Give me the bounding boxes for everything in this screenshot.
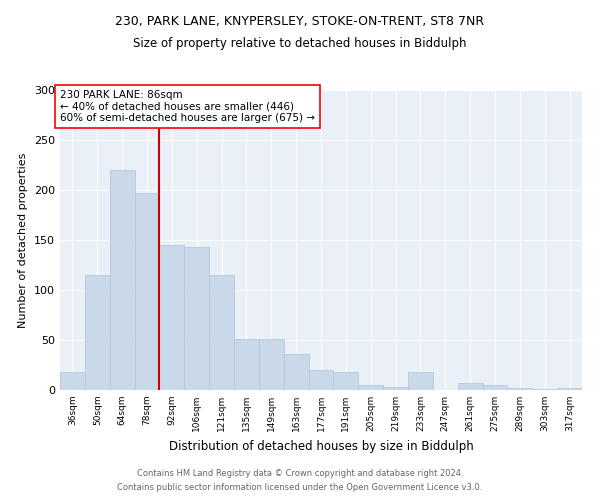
Bar xyxy=(508,388,532,390)
Text: Contains public sector information licensed under the Open Government Licence v3: Contains public sector information licen… xyxy=(118,484,482,492)
Bar xyxy=(234,339,259,390)
Text: 230 PARK LANE: 86sqm
← 40% of detached houses are smaller (446)
60% of semi-deta: 230 PARK LANE: 86sqm ← 40% of detached h… xyxy=(60,90,315,123)
Y-axis label: Number of detached properties: Number of detached properties xyxy=(19,152,28,328)
Text: Contains HM Land Registry data © Crown copyright and database right 2024.: Contains HM Land Registry data © Crown c… xyxy=(137,468,463,477)
Text: 230, PARK LANE, KNYPERSLEY, STOKE-ON-TRENT, ST8 7NR: 230, PARK LANE, KNYPERSLEY, STOKE-ON-TRE… xyxy=(115,15,485,28)
Bar xyxy=(358,385,383,390)
Bar xyxy=(60,372,85,390)
Bar xyxy=(85,275,110,390)
Bar xyxy=(458,383,482,390)
Bar xyxy=(209,275,234,390)
Bar xyxy=(110,170,134,390)
Text: Size of property relative to detached houses in Biddulph: Size of property relative to detached ho… xyxy=(133,38,467,51)
Bar xyxy=(482,385,508,390)
Bar xyxy=(160,245,184,390)
Bar xyxy=(334,372,358,390)
Bar xyxy=(134,193,160,390)
Bar xyxy=(284,354,308,390)
Bar xyxy=(184,247,209,390)
Bar xyxy=(408,372,433,390)
Bar xyxy=(308,370,334,390)
Bar xyxy=(259,339,284,390)
Bar xyxy=(557,388,582,390)
Bar xyxy=(532,389,557,390)
X-axis label: Distribution of detached houses by size in Biddulph: Distribution of detached houses by size … xyxy=(169,440,473,452)
Bar xyxy=(383,387,408,390)
